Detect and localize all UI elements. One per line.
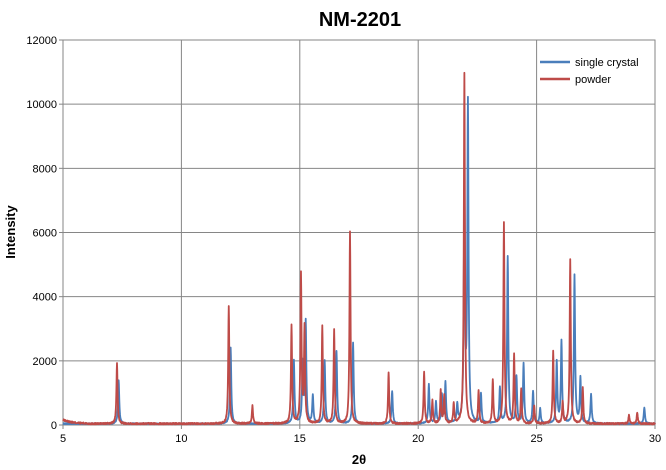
y-tick-label: 12000 <box>26 35 57 47</box>
y-axis-ticks: 0 2000 4000 6000 8000 10000 12000 <box>26 35 63 432</box>
x-axis-title: 2θ <box>352 452 366 467</box>
chart-title: NM-2201 <box>319 9 401 31</box>
series-line-powder <box>62 71 656 426</box>
x-axis-ticks: 5 10 15 20 25 30 <box>60 425 661 445</box>
x-tick-label: 10 <box>175 433 187 445</box>
y-tick-label: 6000 <box>33 228 57 240</box>
y-tick-label: 4000 <box>33 292 57 304</box>
y-tick-label: 8000 <box>33 163 57 175</box>
x-tick-label: 25 <box>530 433 542 445</box>
x-tick-label: 30 <box>649 433 661 445</box>
x-tick-label: 5 <box>60 433 66 445</box>
y-tick-label: 0 <box>51 420 57 432</box>
legend-label: single crystal <box>575 57 639 69</box>
y-tick-label: 2000 <box>33 356 57 368</box>
legend: single crystal powder <box>540 57 639 86</box>
x-tick-label: 20 <box>412 433 424 445</box>
series-layer <box>62 71 656 426</box>
y-axis-title: Intensity <box>3 205 18 259</box>
x-tick-label: 15 <box>294 433 306 445</box>
legend-label: powder <box>575 74 611 86</box>
y-tick-label: 10000 <box>26 99 57 111</box>
plot-area <box>62 39 656 426</box>
